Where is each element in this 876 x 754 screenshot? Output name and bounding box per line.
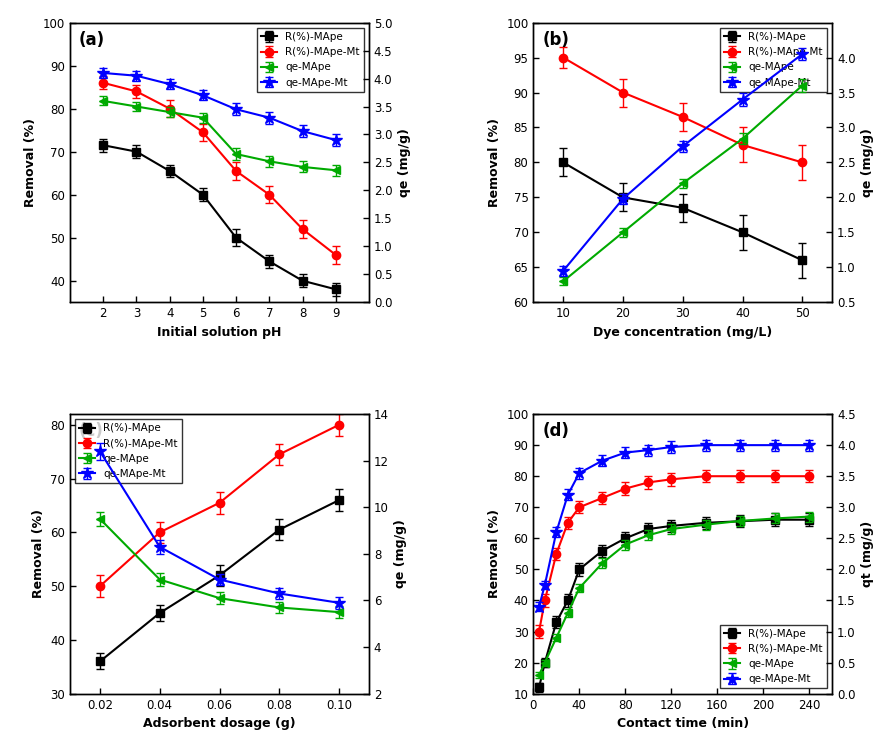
Legend: R(%)-MApe, R(%)-MApe-Mt, qe-MApe, qe-MApe-Mt: R(%)-MApe, R(%)-MApe-Mt, qe-MApe, qe-MAp… bbox=[720, 624, 827, 688]
Y-axis label: qe (mg/g): qe (mg/g) bbox=[398, 128, 411, 197]
Y-axis label: Removal (%): Removal (%) bbox=[488, 510, 501, 599]
Text: (c): (c) bbox=[79, 422, 104, 440]
Text: (b): (b) bbox=[542, 31, 569, 49]
Text: (d): (d) bbox=[542, 422, 569, 440]
X-axis label: Initial solution pH: Initial solution pH bbox=[158, 326, 282, 339]
X-axis label: Dye concentration (mg/L): Dye concentration (mg/L) bbox=[593, 326, 773, 339]
Text: (a): (a) bbox=[79, 31, 105, 49]
Y-axis label: qt (mg/g): qt (mg/g) bbox=[861, 521, 874, 587]
X-axis label: Adsorbent dosage (g): Adsorbent dosage (g) bbox=[143, 717, 296, 730]
Y-axis label: qe (mg/g): qe (mg/g) bbox=[394, 520, 407, 588]
Legend: R(%)-MApe, R(%)-MApe-Mt, qe-MApe, qe-MApe-Mt: R(%)-MApe, R(%)-MApe-Mt, qe-MApe, qe-MAp… bbox=[75, 419, 182, 483]
Legend: R(%)-MApe, R(%)-MApe-Mt, qe-MApe, qe-MApe-Mt: R(%)-MApe, R(%)-MApe-Mt, qe-MApe, qe-MAp… bbox=[257, 28, 364, 92]
Y-axis label: Removal (%): Removal (%) bbox=[488, 118, 501, 207]
Y-axis label: Removal (%): Removal (%) bbox=[25, 118, 38, 207]
Y-axis label: Removal (%): Removal (%) bbox=[32, 510, 45, 599]
Legend: R(%)-MApe, R(%)-MApe-Mt, qe-MApe, qe-MApe-Mt: R(%)-MApe, R(%)-MApe-Mt, qe-MApe, qe-MAp… bbox=[720, 28, 827, 92]
Y-axis label: qe (mg/g): qe (mg/g) bbox=[861, 128, 874, 197]
X-axis label: Contact time (min): Contact time (min) bbox=[617, 717, 749, 730]
